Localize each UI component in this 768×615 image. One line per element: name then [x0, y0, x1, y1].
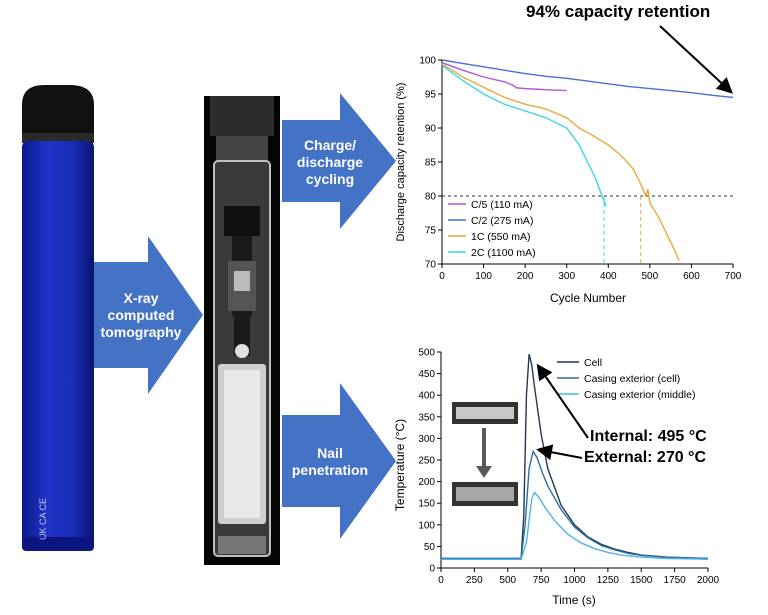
xray-label-line: tomography — [100, 324, 182, 340]
y-tick-label: 250 — [418, 456, 435, 467]
x-tick-label: 0 — [438, 575, 444, 586]
x-tick-label: 400 — [600, 271, 617, 282]
x-tick-label: 100 — [475, 271, 492, 282]
y-tick-label: 200 — [418, 477, 435, 488]
series-line — [441, 449, 709, 560]
charge-label-line: Charge/ — [303, 137, 357, 153]
nail-label-line: Nail — [317, 445, 343, 461]
y-tick-label: 100 — [419, 56, 436, 67]
legend-label: Casing exterior (cell) — [584, 373, 680, 385]
ct-scan-image — [204, 96, 280, 565]
x-tick-label: 500 — [642, 271, 659, 282]
nail-arrow-label: Nail penetration — [280, 445, 380, 479]
series-line — [441, 64, 607, 207]
y-tick-label: 85 — [425, 158, 437, 169]
inset-arrow — [476, 466, 492, 478]
device-base — [22, 537, 94, 551]
x-tick-label: 1500 — [630, 575, 653, 586]
y-tick-label: 75 — [425, 226, 437, 237]
x-tick-label: 750 — [533, 575, 550, 586]
capacity-ylabel: Discharge capacity retention (%) — [395, 83, 407, 242]
x-tick-label: 0 — [439, 271, 445, 282]
device-cap — [22, 85, 94, 137]
xray-label-line: computed — [107, 307, 175, 323]
x-tick-label: 700 — [725, 271, 742, 282]
device-marking: UK CA CE — [38, 498, 48, 540]
y-tick-label: 90 — [425, 124, 437, 135]
capacity-xlabel: Cycle Number — [550, 291, 626, 305]
y-tick-label: 450 — [418, 369, 435, 380]
device-collar — [22, 133, 94, 143]
temperature-chart: 0 250 500 750 1000 1250 1500 1750 2000 0 50 100 150 2… — [393, 348, 720, 608]
x-tick-label: 250 — [466, 575, 483, 586]
legend-label: 2C (1100 mA) — [471, 247, 536, 259]
charge-arrow-label: Charge/ discharge cycling — [280, 137, 380, 188]
x-tick-label: 300 — [558, 271, 575, 282]
legend-label: C/5 (110 mA) — [471, 199, 533, 211]
external-temp-annotation: External: 270 °C — [584, 449, 707, 466]
xray-arrow — [88, 236, 203, 394]
capacity-annotation: 94% capacity retention — [526, 2, 711, 21]
y-tick-label: 500 — [418, 348, 435, 359]
legend-label: Casing exterior (middle) — [584, 389, 695, 401]
x-tick-label: 600 — [683, 271, 700, 282]
series-line — [441, 491, 709, 561]
temperature-plot-area: 0 250 500 750 1000 1250 1500 1750 2000 0 50 100 150 2… — [418, 348, 719, 587]
x-tick-label: 1000 — [563, 575, 586, 586]
x-tick-label: 500 — [499, 575, 516, 586]
internal-temp-annotation: Internal: 495 °C — [590, 428, 707, 445]
capacity-chart: 0 100 200 300 400 500 600 700 70 75 80 85 90 95 100 C/5… — [395, 56, 742, 306]
x-tick-label: 2000 — [697, 575, 720, 586]
y-tick-label: 300 — [418, 434, 435, 445]
legend-label: 1C (550 mA) — [471, 231, 531, 243]
y-tick-label: 400 — [418, 391, 435, 402]
y-tick-label: 100 — [418, 520, 435, 531]
y-tick-label: 150 — [418, 499, 435, 510]
y-tick-label: 80 — [425, 192, 437, 203]
capacity-plot-area: 0 100 200 300 400 500 600 700 70 75 80 85 90 95 100 C/5… — [419, 56, 741, 283]
xray-arrow-label: X-ray computed tomography — [86, 290, 196, 341]
x-tick-label: 1250 — [597, 575, 620, 586]
y-tick-label: 95 — [425, 90, 437, 101]
x-tick-label: 1750 — [664, 575, 687, 586]
y-tick-label: 50 — [424, 542, 436, 553]
legend-label: Cell — [584, 357, 602, 369]
charge-label-line: discharge — [296, 154, 364, 170]
charge-arrow — [282, 93, 396, 229]
temperature-ylabel: Temperature (°C) — [393, 419, 407, 511]
nail-label-line: penetration — [291, 462, 369, 478]
legend-label: C/2 (275 mA) — [471, 215, 533, 227]
temperature-xlabel: Time (s) — [552, 593, 596, 607]
series-line — [441, 62, 567, 92]
series-line — [441, 59, 734, 99]
charge-label-line: cycling — [305, 171, 355, 187]
y-tick-label: 350 — [418, 412, 435, 423]
xray-label-line: X-ray — [123, 290, 159, 306]
vape-device-image: UK CA CE — [22, 85, 94, 551]
x-tick-label: 200 — [517, 271, 534, 282]
device-body — [22, 141, 94, 545]
y-tick-label: 70 — [425, 260, 437, 271]
series-line — [441, 63, 680, 261]
y-tick-label: 0 — [429, 564, 435, 575]
nail-inset-images — [452, 402, 518, 506]
nail-arrow — [282, 383, 396, 539]
